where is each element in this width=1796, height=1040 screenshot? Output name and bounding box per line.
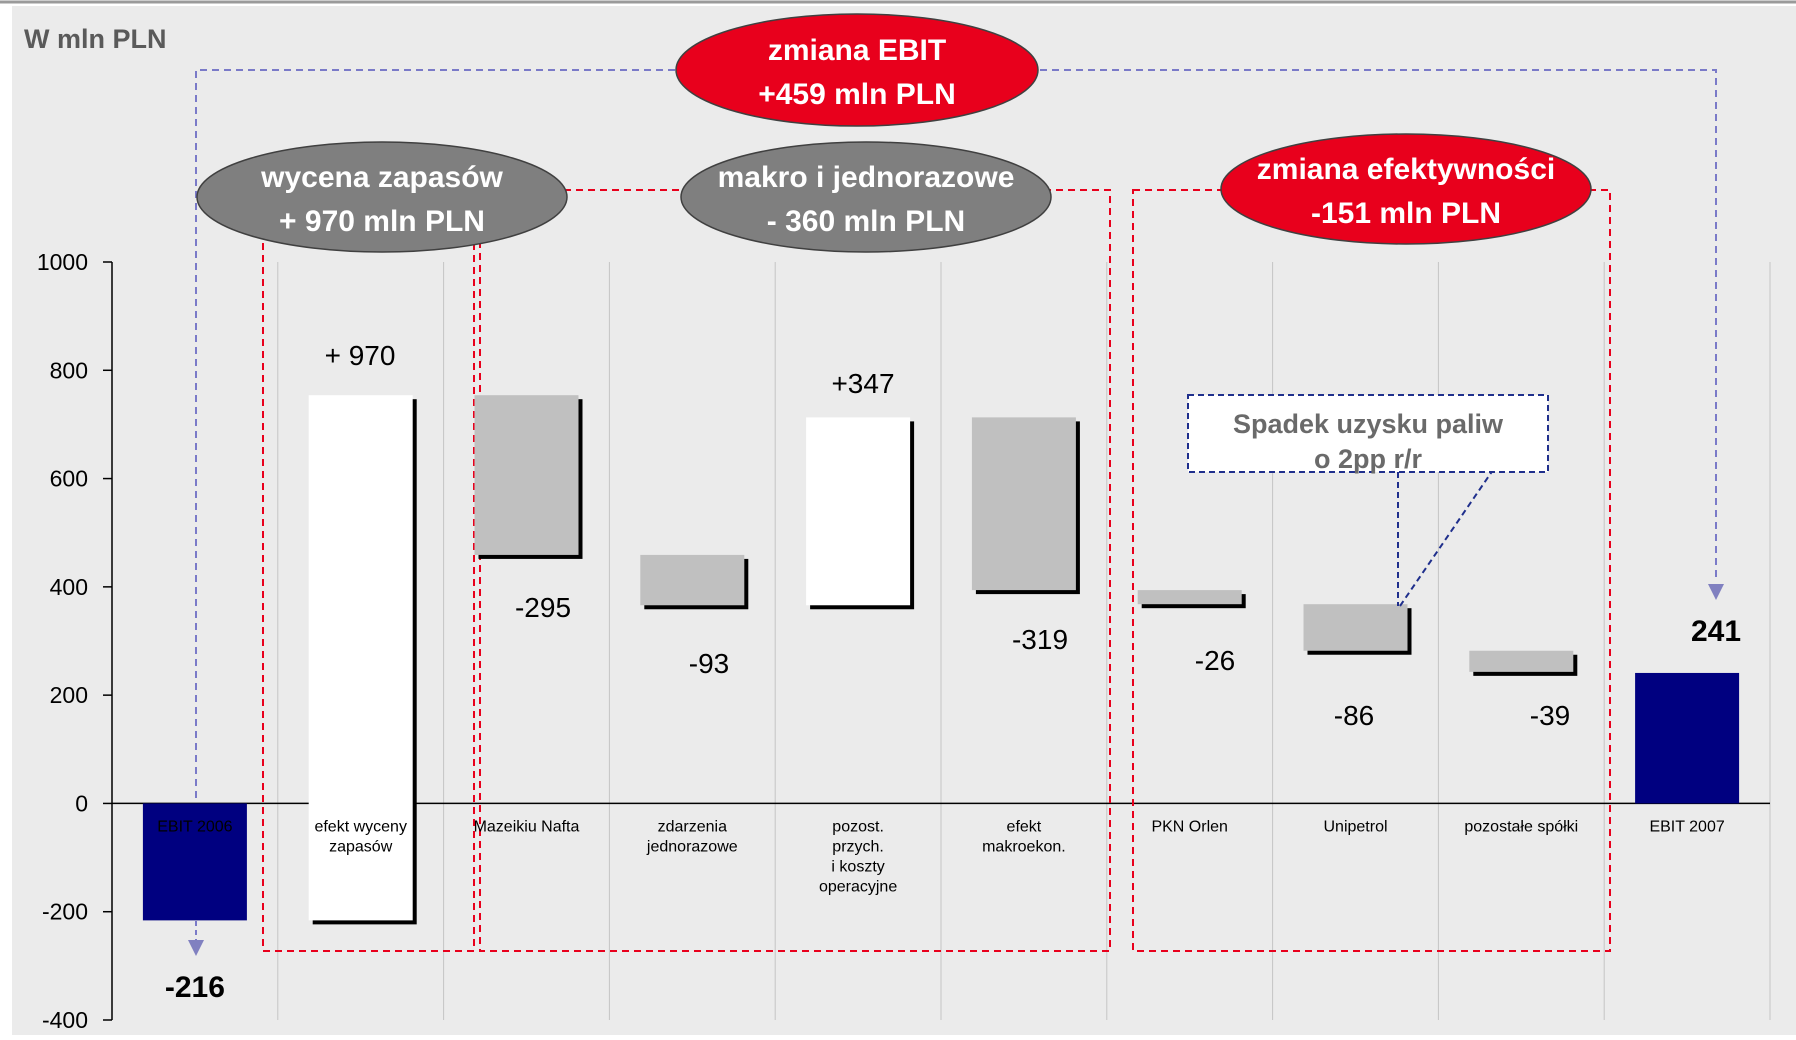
y-tick-label: 400: [50, 574, 88, 600]
value-label: +347: [831, 368, 894, 399]
arrow-down-icon: [188, 940, 204, 956]
category-label: i koszty: [831, 858, 884, 875]
category-label: zapasów: [329, 838, 393, 855]
bar: [1469, 650, 1574, 672]
category-label: pozostałe spółki: [1464, 818, 1578, 835]
category-label: przych.: [832, 838, 884, 855]
y-tick-label: 600: [50, 466, 88, 492]
value-label: -26: [1195, 645, 1235, 676]
group-box: [1132, 189, 1611, 952]
value-label: -319: [1012, 624, 1068, 655]
value-label: + 970: [325, 340, 396, 371]
category-label: makroekon.: [982, 838, 1066, 855]
callout-box: [1187, 394, 1549, 473]
category-label: PKN Orlen: [1151, 818, 1227, 835]
group-ellipse: [1220, 133, 1592, 245]
group-ellipse-line-1: wycena zapasów: [260, 161, 503, 194]
callout-pointer: [1397, 469, 1494, 607]
value-label: 241: [1691, 615, 1741, 648]
callout-line-2: o 2pp r/r: [1314, 444, 1423, 474]
group-ellipse-line-2: -151 mln PLN: [1311, 197, 1501, 230]
category-label: Unipetrol: [1323, 818, 1387, 835]
category-label: pozost.: [832, 818, 884, 835]
total-change-ellipse-line-1: zmiana EBIT: [768, 34, 946, 67]
y-tick-label: 800: [50, 357, 88, 383]
total-change-ellipse-line-2: +459 mln PLN: [758, 78, 956, 111]
y-tick-label: 0: [75, 790, 88, 816]
bar: [806, 417, 911, 606]
bar: [142, 803, 247, 921]
category-label: operacyjne: [819, 878, 897, 895]
bar: [640, 554, 745, 606]
group-ellipse-line-1: zmiana efektywności: [1257, 153, 1555, 186]
value-label: -86: [1334, 700, 1374, 731]
value-label: -39: [1530, 700, 1570, 731]
bar: [308, 395, 413, 921]
y-tick-label: -400: [42, 1007, 88, 1033]
value-label: -295: [515, 592, 571, 623]
category-label: EBIT 2006: [157, 818, 232, 835]
callout-line-1: Spadek uzysku paliw: [1233, 409, 1504, 439]
category-label: zdarzenia: [658, 818, 727, 835]
group-ellipse: [196, 141, 568, 253]
y-tick-label: 1000: [37, 249, 88, 275]
category-label: efekt wyceny: [314, 818, 406, 835]
bar: [1635, 672, 1740, 804]
group-ellipse-line-2: + 970 mln PLN: [279, 205, 485, 238]
category-label: Mazeikiu Nafta: [474, 818, 580, 835]
arrow-down-icon: [1708, 584, 1724, 600]
value-label: -216: [165, 971, 225, 1004]
category-label: EBIT 2007: [1649, 818, 1724, 835]
group-ellipse: [680, 141, 1052, 253]
category-label: efekt: [1007, 818, 1042, 835]
bar: [1303, 604, 1408, 651]
bar: [1137, 590, 1242, 605]
bar: [971, 417, 1076, 591]
category-label: jednorazowe: [646, 838, 738, 855]
unit-label: W mln PLN: [24, 24, 167, 54]
group-box: [262, 189, 475, 952]
value-label: -93: [689, 648, 729, 679]
bar: [474, 395, 579, 555]
group-ellipse-line-1: makro i jednorazowe: [718, 161, 1015, 194]
y-tick-label: -200: [42, 899, 88, 925]
total-change-ellipse: [675, 13, 1039, 127]
y-tick-label: 200: [50, 682, 88, 708]
group-ellipse-line-2: - 360 mln PLN: [767, 205, 965, 238]
